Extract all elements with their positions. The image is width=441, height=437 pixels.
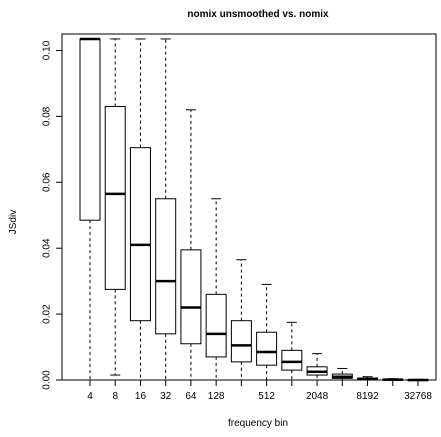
x-tick-label: 16 [135, 391, 147, 402]
y-axis-label: JSdiv [8, 210, 19, 234]
box-64 [180, 249, 202, 345]
x-tick-label: 4 [87, 391, 93, 402]
y-tick-label: 0.06 [42, 172, 53, 192]
box-16 [129, 147, 151, 322]
x-tick-label: 32768 [404, 391, 432, 402]
x-tick-label: 8192 [356, 391, 379, 402]
y-tick-label: 0.10 [42, 40, 53, 60]
x-tick-label: 8 [112, 391, 118, 402]
box-32 [155, 198, 177, 335]
chart-title: nomix unsmoothed vs. nomix [187, 9, 329, 20]
x-tick-label: 2048 [306, 391, 329, 402]
x-tick-label: 128 [208, 391, 225, 402]
y-tick-label: 0.00 [42, 370, 53, 390]
box-128 [205, 293, 227, 358]
box-512 [256, 331, 278, 366]
box-256 [230, 320, 252, 363]
y-tick-label: 0.02 [42, 304, 53, 324]
box-1024 [281, 349, 303, 371]
y-tick-label: 0.04 [42, 238, 53, 258]
x-axis-label: frequency bin [228, 418, 288, 429]
plot-frame [61, 33, 437, 381]
x-tick-label: 32 [160, 391, 172, 402]
x-tick-label: 512 [258, 391, 275, 402]
box-8 [104, 105, 126, 290]
box-4 [79, 38, 101, 221]
y-tick-label: 0.08 [42, 106, 53, 126]
x-tick-label: 64 [185, 391, 197, 402]
